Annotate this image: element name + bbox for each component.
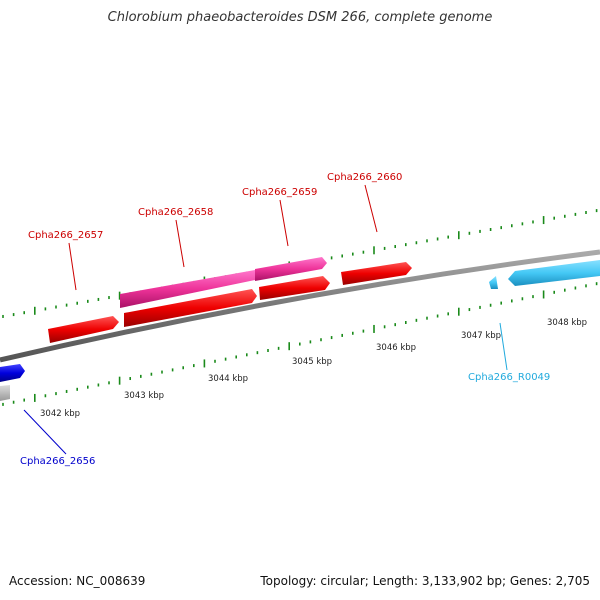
rna-features — [489, 260, 600, 289]
gene-label-leader-line — [23, 409, 67, 455]
gene-arrow-2658[interactable] — [120, 270, 255, 308]
gene-label[interactable]: Cpha266_2659 — [242, 187, 317, 198]
rna-arrow-R0049[interactable] — [508, 260, 600, 286]
gene-label-leader-line — [279, 199, 289, 247]
reverse-strand-features — [48, 289, 257, 343]
scale-label: 3042 kbp — [40, 409, 80, 419]
scale-label: 3046 kbp — [376, 343, 416, 353]
scale-labels: 3042 kbp 3043 kbp 3044 kbp 3045 kbp 3046 kbp… — [40, 318, 587, 419]
gene-label[interactable]: Cpha266_R0049 — [468, 372, 550, 383]
gene-arrow-2656[interactable] — [0, 364, 25, 382]
topology-text: Topology: circular; Length: 3,133,902 bp… — [260, 574, 590, 588]
gene-label[interactable]: Cpha266_2658 — [138, 207, 213, 218]
gene-arrow-2660[interactable] — [341, 262, 412, 285]
genome-backbone — [0, 249, 600, 363]
scale-label: 3043 kbp — [124, 391, 164, 401]
gene-label[interactable]: Cpha266_2656 — [20, 456, 95, 467]
map-title: Chlorobium phaeobacteroides DSM 266, com… — [107, 10, 493, 25]
scale-label: 3044 kbp — [208, 374, 248, 384]
grey-feature[interactable] — [0, 385, 10, 401]
rna-arrow-small[interactable] — [489, 276, 498, 289]
scale-label: 3045 kbp — [292, 357, 332, 367]
scale-label: 3047 kbp — [461, 331, 501, 341]
gene-arrow-2658b[interactable] — [124, 289, 257, 327]
scale-label: 3048 kbp — [547, 318, 587, 328]
gene-arrow-2659[interactable] — [255, 257, 327, 281]
accession-text: Accession: NC_008639 — [9, 574, 146, 588]
gene-labels: Cpha266_2657 Cpha266_2658 Cpha266_2659 Cpha… — [20, 172, 550, 467]
gene-arrow-2657[interactable] — [48, 316, 119, 343]
gene-label[interactable]: Cpha266_2657 — [28, 230, 103, 241]
gene-label[interactable]: Cpha266_2660 — [327, 172, 402, 183]
forward-strand-features — [120, 257, 412, 308]
gene-label-leader-line — [175, 219, 185, 268]
gene-label-leader-line — [364, 184, 378, 233]
gene-arrow-2659b[interactable] — [259, 276, 330, 300]
gene-label-leader-line — [499, 322, 508, 371]
gene-label-leader-line — [68, 242, 77, 291]
lower-tick-ring — [2, 282, 598, 406]
